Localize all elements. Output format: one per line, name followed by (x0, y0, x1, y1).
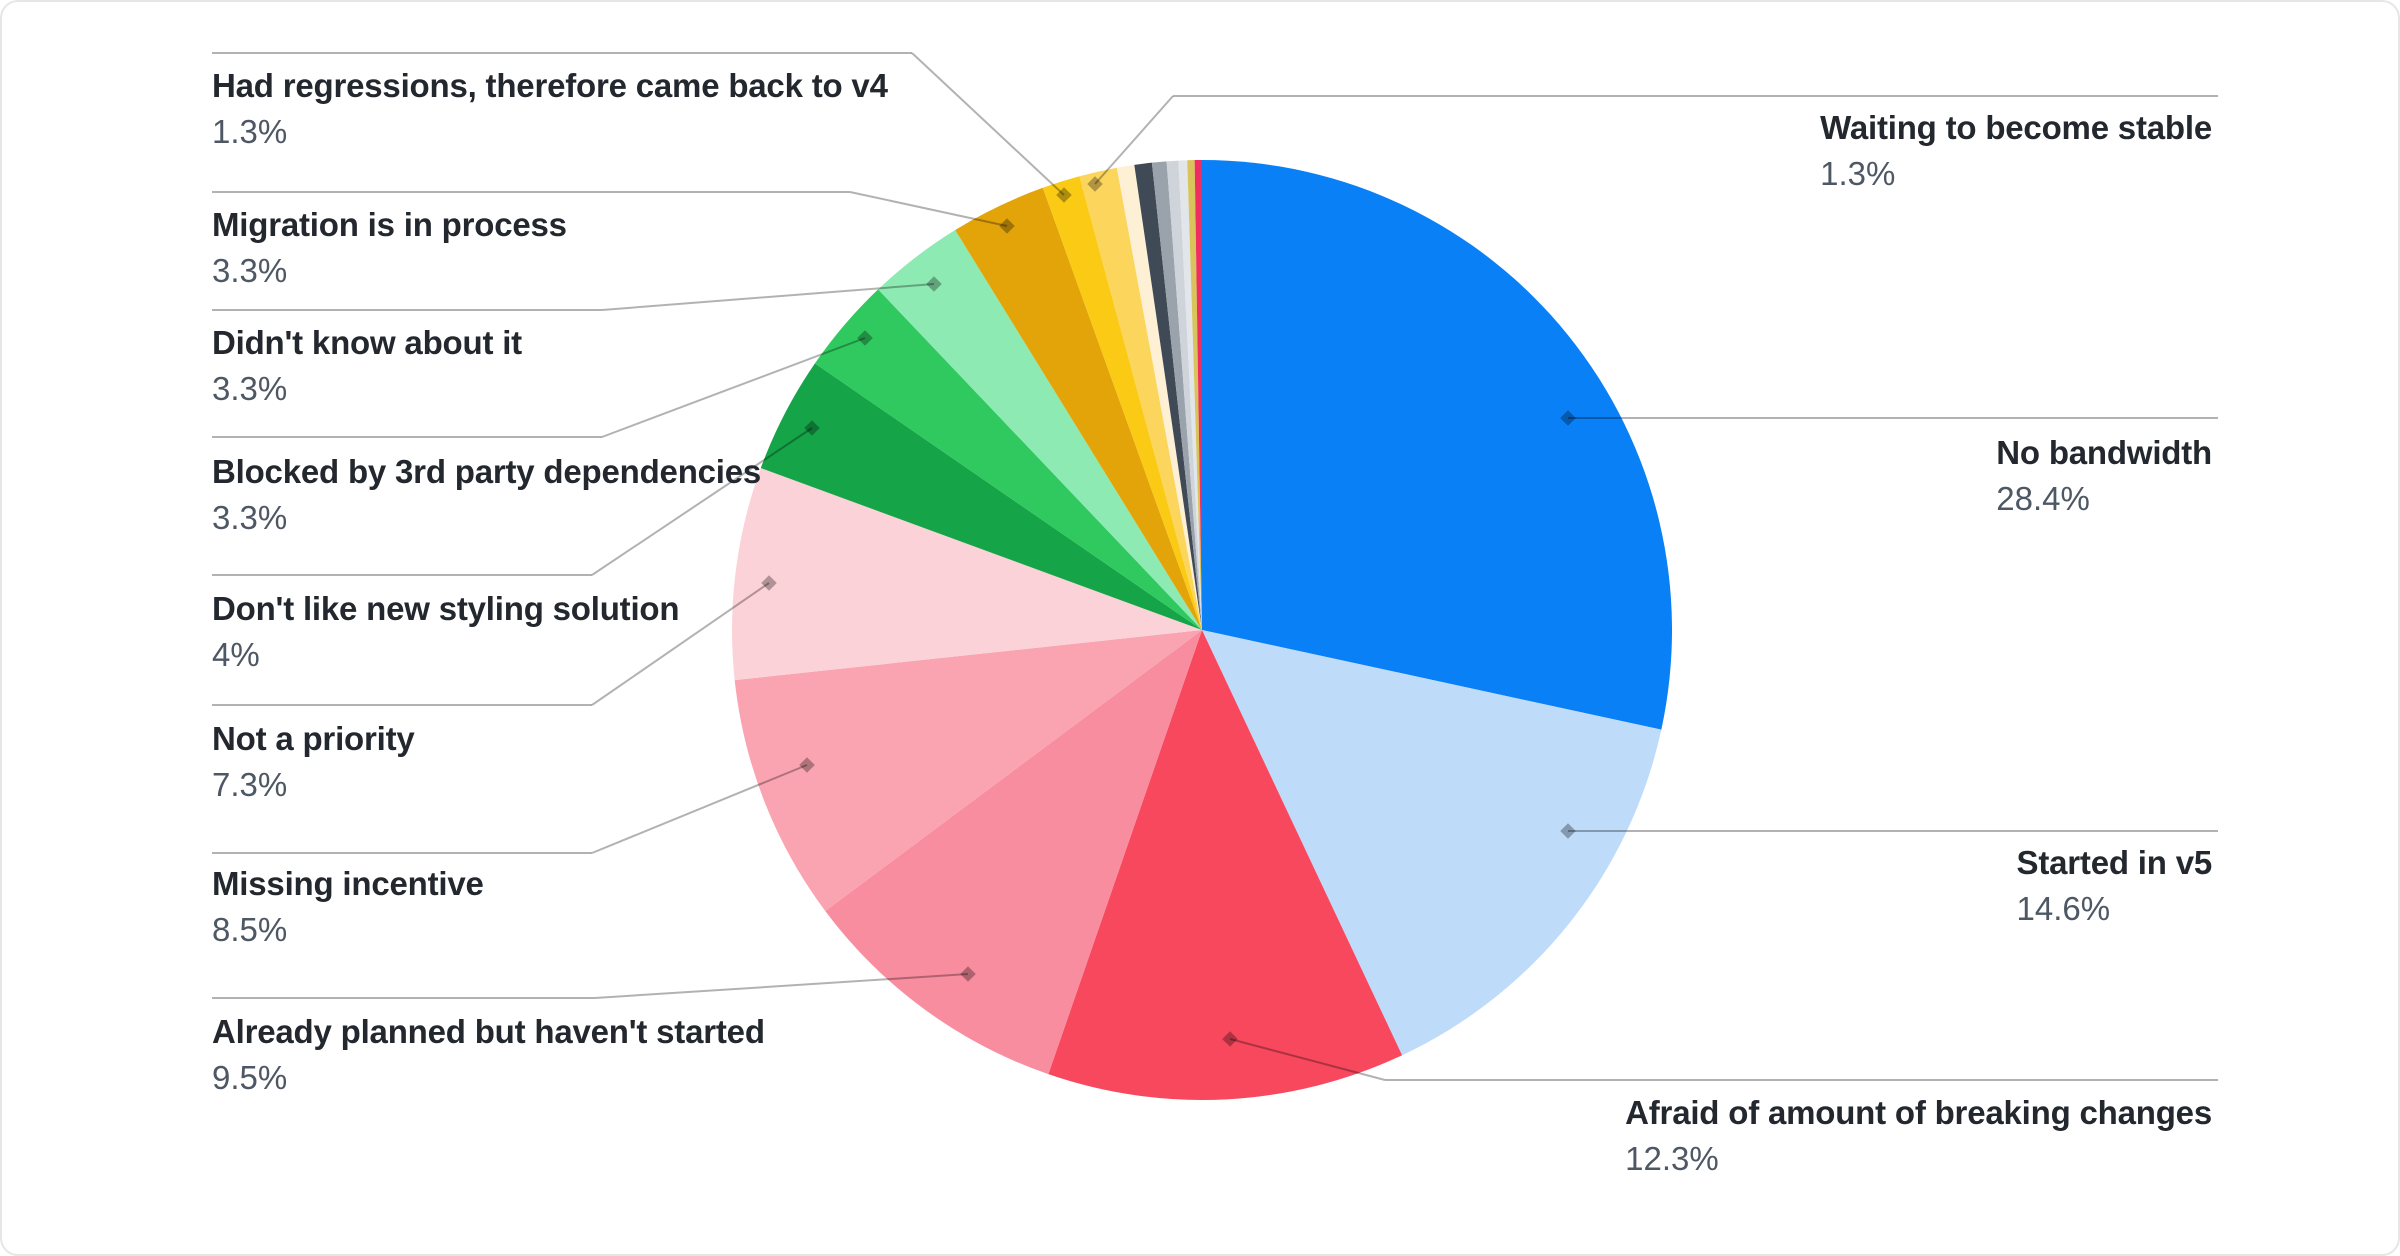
leader-line-not-a-priority (212, 575, 777, 706)
slice-label-title: Didn't know about it (212, 324, 522, 361)
pie-slice-unlabeled[interactable] (1187, 160, 1202, 630)
pie-slice-missing-incentive[interactable] (734, 630, 1202, 912)
leader-dot-had-regressions-therefore-came-back-to-v (1056, 187, 1072, 203)
slice-label-title: Already planned but haven't started (212, 1013, 765, 1050)
leader-dot-migration-is-in-process (999, 218, 1015, 234)
slice-label-percent: 1.3% (212, 113, 288, 150)
slice-label-don-t-like-new-styling-solution: Don't like new styling solution 4% (212, 588, 680, 676)
pie-slice-didn-t-know-about-it[interactable] (878, 230, 1202, 630)
pie-slice-unlabeled[interactable] (1116, 164, 1202, 630)
slice-label-had-regressions-therefore-came-back-to-v: Had regressions, therefore came back to … (212, 65, 888, 153)
slice-label-title: Afraid of amount of breaking changes (1625, 1094, 2212, 1131)
slice-label-percent: 1.3% (1820, 155, 1896, 192)
pie-slice-unlabeled[interactable] (1194, 160, 1202, 630)
leader-line-had-regressions-therefore-came-back-to-v (212, 52, 1072, 203)
leader-line-started-in-v5 (1560, 823, 2218, 839)
slice-label-title: Not a priority (212, 720, 415, 757)
slice-label-percent: 8.5% (212, 911, 288, 948)
slice-label-title: No bandwidth (1996, 434, 2212, 471)
pie-slice-not-a-priority[interactable] (732, 468, 1202, 681)
pie-slice-unlabeled[interactable] (1151, 161, 1202, 630)
pie-slice-unlabeled[interactable] (1134, 162, 1202, 630)
leader-dot-not-a-priority (761, 575, 777, 591)
slice-label-missing-incentive: Missing incentive 8.5% (212, 863, 484, 951)
slice-label-waiting-to-become-stable: Waiting to become stable 1.3% (1820, 107, 2212, 195)
slice-label-title: Migration is in process (212, 206, 567, 243)
leader-line-missing-incentive (212, 757, 815, 854)
leader-dot-waiting-to-become-stable (1087, 176, 1103, 192)
pie-slice-unlabeled[interactable] (1178, 160, 1202, 631)
slice-label-title: Had regressions, therefore came back to … (212, 67, 888, 104)
leader-line-already-planned-but-haven-t-started (212, 966, 976, 999)
pie-slice-already-planned-but-haven-t-started[interactable] (825, 630, 1202, 1075)
slice-label-not-a-priority: Not a priority 7.3% (212, 718, 415, 806)
pie-slice-waiting-to-become-stable[interactable] (1079, 167, 1202, 630)
slice-label-didn-t-know-about-it: Didn't know about it 3.3% (212, 322, 522, 410)
leader-dot-afraid-of-amount-of-breaking-changes (1222, 1031, 1238, 1047)
slice-label-percent: 28.4% (1996, 480, 2090, 517)
pie-slice-started-in-v5[interactable] (1202, 630, 1662, 1056)
leader-dot-started-in-v5 (1560, 823, 1576, 839)
slice-label-title: Waiting to become stable (1820, 109, 2212, 146)
leader-dot-already-planned-but-haven-t-started (960, 966, 976, 982)
slice-label-blocked-by-3rd-party-dependencies: Blocked by 3rd party dependencies 3.3% (212, 451, 761, 539)
slice-label-title: Blocked by 3rd party dependencies (212, 453, 762, 490)
slice-label-title: Started in v5 (2016, 844, 2213, 881)
slice-label-percent: 3.3% (212, 499, 288, 536)
slice-label-migration-is-in-process: Migration is in process 3.3% (212, 204, 567, 292)
pie-slice-don-t-like-new-styling-solution[interactable] (760, 363, 1202, 630)
slice-label-percent: 7.3% (212, 766, 288, 803)
pie-slice-unlabeled[interactable] (1166, 160, 1202, 630)
slice-label-no-bandwidth: No bandwidth 28.4% (1996, 432, 2212, 520)
slice-label-percent: 4% (212, 636, 260, 673)
slice-label-afraid-of-amount-of-breaking-changes: Afraid of amount of breaking changes 12.3… (1625, 1092, 2212, 1180)
leader-line-migration-is-in-process (212, 191, 1015, 234)
pie-slice-afraid-of-amount-of-breaking-changes[interactable] (1048, 630, 1403, 1101)
slice-label-percent: 9.5% (212, 1059, 288, 1096)
slice-label-title: Missing incentive (212, 865, 484, 902)
leader-line-no-bandwidth (1560, 410, 2218, 426)
pie-slice-had-regressions-therefore-came-back-to-v[interactable] (1042, 176, 1202, 630)
slice-label-percent: 14.6% (2016, 890, 2111, 927)
slice-label-already-planned-but-haven-t-started: Already planned but haven't started 9.5% (212, 1011, 765, 1099)
leader-line-afraid-of-amount-of-breaking-changes (1222, 1031, 2218, 1081)
slice-label-percent: 3.3% (212, 370, 288, 407)
slice-label-percent: 12.3% (1625, 1140, 1719, 1177)
pie-slice-blocked-by-3rd-party-dependencies[interactable] (814, 289, 1202, 630)
pie-slice-no-bandwidth[interactable] (1202, 160, 1673, 730)
leader-line-waiting-to-become-stable (1087, 95, 2218, 192)
slice-label-title: Don't like new styling solution (212, 590, 680, 627)
leader-dot-missing-incentive (799, 757, 815, 773)
slice-label-started-in-v5: Started in v5 14.6% (2016, 842, 2213, 930)
slice-label-percent: 3.3% (212, 252, 288, 289)
pie-slice-migration-is-in-process[interactable] (955, 187, 1202, 631)
leader-dot-no-bandwidth (1560, 410, 1576, 426)
